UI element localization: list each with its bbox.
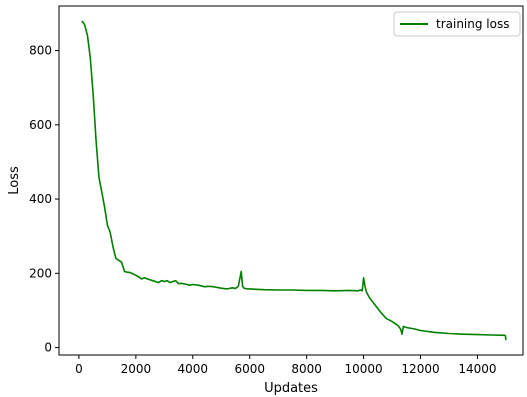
- x-tick-label: 4000: [178, 362, 209, 376]
- y-tick-label: 0: [44, 341, 52, 355]
- series-layer: [81, 20, 507, 341]
- series-line-training-loss: [81, 20, 507, 341]
- legend-entry-training-loss: training loss: [436, 17, 509, 31]
- x-tick-label: 10000: [344, 362, 382, 376]
- legend: training loss: [393, 11, 521, 37]
- y-tick-label: 600: [29, 118, 52, 132]
- x-tick-label: 2000: [121, 362, 152, 376]
- x-tick-label: 12000: [401, 362, 439, 376]
- y-tick-label: 800: [29, 44, 52, 58]
- x-tick-label: 6000: [234, 362, 265, 376]
- x-tick-label: 8000: [291, 362, 322, 376]
- plot-frame: [58, 5, 524, 356]
- y-tick-label: 200: [29, 266, 52, 280]
- ticks-layer: 0 2000 4000 6000 8000 10000 12000 14000 0 200 400 6…: [29, 44, 496, 376]
- y-axis-label: Loss: [7, 166, 22, 195]
- x-axis-label: Updates: [264, 381, 318, 396]
- legend-box: [393, 11, 521, 37]
- y-tick-label: 400: [29, 192, 52, 206]
- x-tick-label: 0: [75, 362, 83, 376]
- x-tick-label: 14000: [458, 362, 496, 376]
